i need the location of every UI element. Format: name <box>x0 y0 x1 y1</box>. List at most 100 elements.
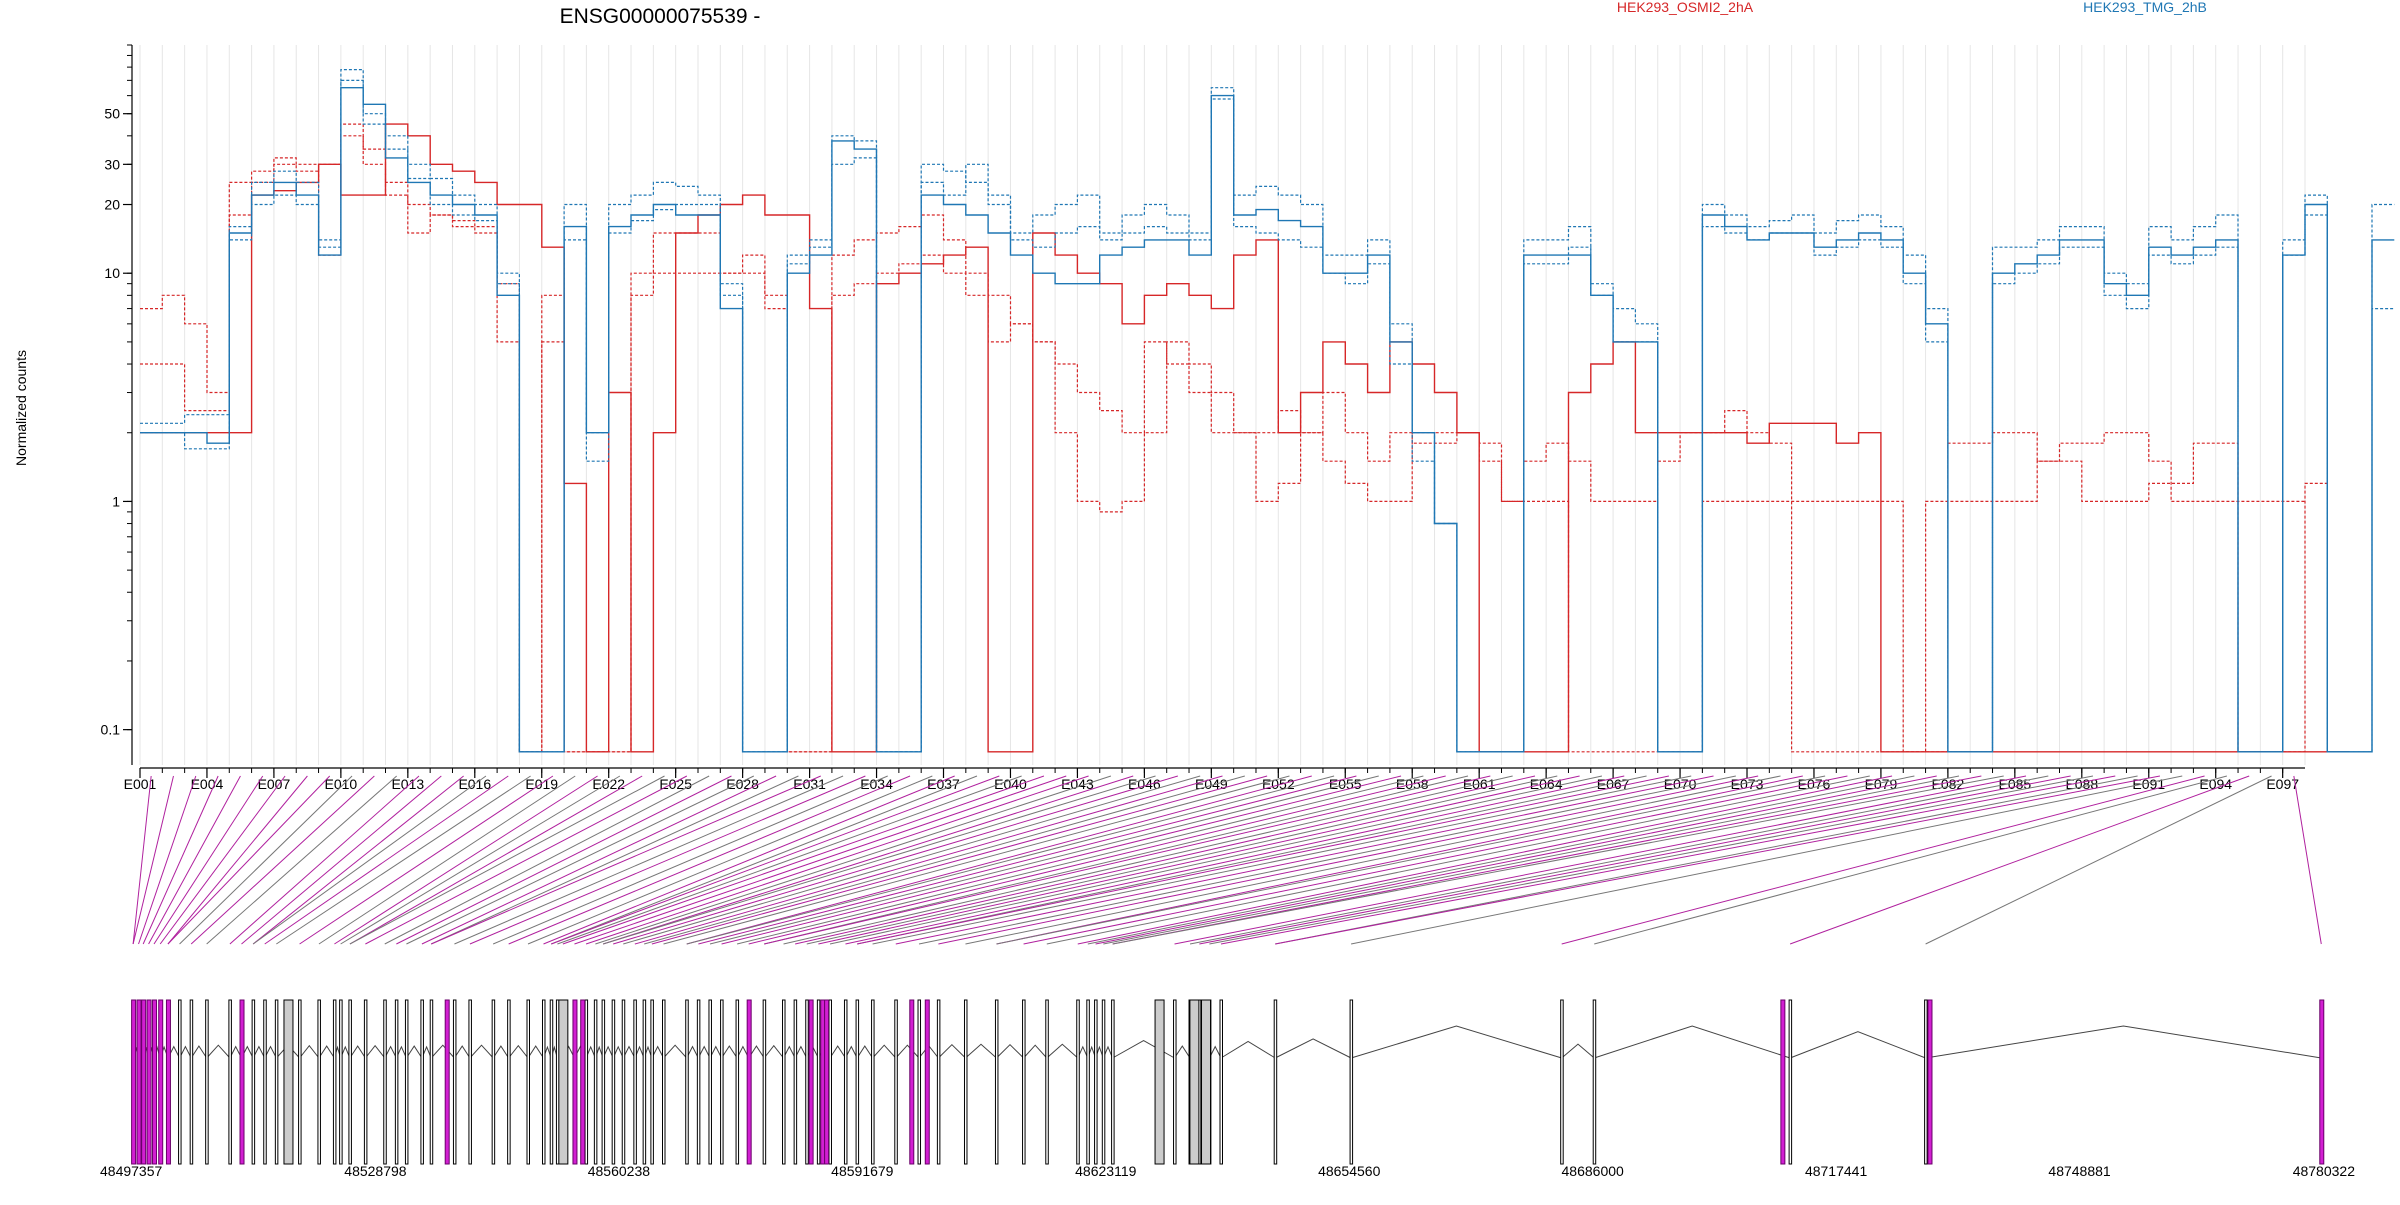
exon-box <box>871 999 875 1165</box>
x-tick-label: E037 <box>927 776 960 792</box>
connector-line <box>190 775 375 945</box>
exon-box <box>468 999 472 1165</box>
exon-box <box>1592 999 1597 1165</box>
series-line-4 <box>140 87 2395 753</box>
connector-line <box>748 775 1446 945</box>
intron-link <box>1594 1025 1791 1059</box>
connector-line <box>431 775 821 945</box>
exon-box <box>685 999 689 1165</box>
exon-box-highlight <box>746 999 752 1165</box>
exon-box <box>1173 999 1177 1165</box>
connector-line <box>543 775 955 945</box>
connector-line <box>856 775 1669 945</box>
exon-box <box>205 999 209 1165</box>
connector-line <box>1095 775 1937 945</box>
connector-line <box>138 775 197 945</box>
exon-box <box>650 999 654 1165</box>
intron-link <box>508 1044 529 1059</box>
exon-box <box>917 999 922 1165</box>
y-tick-label: 10 <box>104 265 120 281</box>
intron-link <box>1789 1031 1926 1059</box>
x-tick-label: E031 <box>793 776 826 792</box>
connector-line <box>551 775 978 945</box>
exon-box-shaded <box>1154 999 1165 1165</box>
x-tick-label: E052 <box>1262 776 1295 792</box>
connector-line <box>1112 775 2004 945</box>
connector-line <box>856 775 1647 945</box>
exon-box <box>298 999 302 1165</box>
connector-line <box>557 775 1022 945</box>
x-tick-label: E004 <box>191 776 224 792</box>
intron-link <box>453 1045 471 1059</box>
intron-link <box>1274 1038 1352 1059</box>
connector-line <box>918 775 1736 945</box>
exon-box-highlight <box>141 999 147 1165</box>
intron-link <box>190 1045 208 1059</box>
series-line-1 <box>140 123 2350 753</box>
connector-line <box>159 775 286 945</box>
exon-box-highlight <box>1780 999 1786 1165</box>
exon-box <box>994 999 999 1165</box>
intron-link <box>763 1044 784 1059</box>
x-tick-label: E025 <box>659 776 692 792</box>
exon-box <box>339 999 343 1165</box>
connector-line <box>845 775 1625 945</box>
connector-line <box>595 775 1112 945</box>
exon-box <box>1022 999 1026 1165</box>
exon-box <box>1094 999 1098 1165</box>
exon-box-highlight <box>444 999 450 1165</box>
connector-line <box>996 775 1803 945</box>
intron-link <box>527 1045 544 1059</box>
series-line-3 <box>140 123 2305 753</box>
exon-box-shaded <box>1189 999 1200 1165</box>
exon-box <box>1045 999 1049 1165</box>
genome-tick-label: 48780322 <box>2293 1163 2356 1179</box>
x-tick-label: E094 <box>2199 776 2232 792</box>
exon-box-highlight <box>239 999 245 1165</box>
exon-box-highlight <box>572 999 578 1165</box>
exon-box <box>1924 999 1928 1165</box>
exon-box-shaded <box>1201 999 1212 1165</box>
connector-line <box>167 775 308 945</box>
connector-line <box>585 775 1089 945</box>
legend-label-osmi: HEK293_OSMI2_2hA <box>1617 0 1754 15</box>
x-tick-label: E007 <box>258 776 291 792</box>
x-tick-label: E049 <box>1195 776 1228 792</box>
connector-line <box>938 775 1759 945</box>
intron-link <box>1174 1045 1191 1059</box>
exon-box <box>189 999 194 1165</box>
connector-line <box>349 775 643 945</box>
connector-line <box>829 775 1603 945</box>
connector-line <box>153 775 264 945</box>
connector-line <box>1023 775 1848 945</box>
exon-box <box>662 999 666 1165</box>
x-tick-label: E034 <box>860 776 893 792</box>
intron-link <box>996 1043 1024 1059</box>
connector-line <box>764 775 1491 945</box>
exon-box <box>720 999 724 1165</box>
exon-box <box>332 999 337 1165</box>
exon-box-highlight <box>158 999 164 1165</box>
exon-box <box>642 999 647 1165</box>
x-tick-label: E028 <box>726 776 759 792</box>
connector-line <box>613 775 1179 945</box>
intron-link <box>1046 1043 1079 1059</box>
genome-tick-label: 48591679 <box>831 1163 894 1179</box>
exon-box-highlight <box>131 999 137 1165</box>
legend-label-tmg: HEK293_TMG_2hB <box>2083 0 2207 15</box>
connector-line <box>396 775 732 945</box>
connector-line <box>318 775 576 945</box>
connector-line <box>1209 775 2094 945</box>
exon-box-highlight <box>909 999 915 1165</box>
connector-line <box>132 775 152 945</box>
intron-link <box>965 1043 997 1059</box>
connector-line <box>806 775 1558 945</box>
genome-tick-label: 48654560 <box>1318 1163 1381 1179</box>
exon-box <box>963 999 968 1165</box>
x-tick-label: E019 <box>525 776 558 792</box>
series-line-5 <box>140 69 2395 753</box>
intron-link <box>430 1044 455 1059</box>
intron-link <box>405 1045 423 1059</box>
connector-line <box>651 775 1268 945</box>
